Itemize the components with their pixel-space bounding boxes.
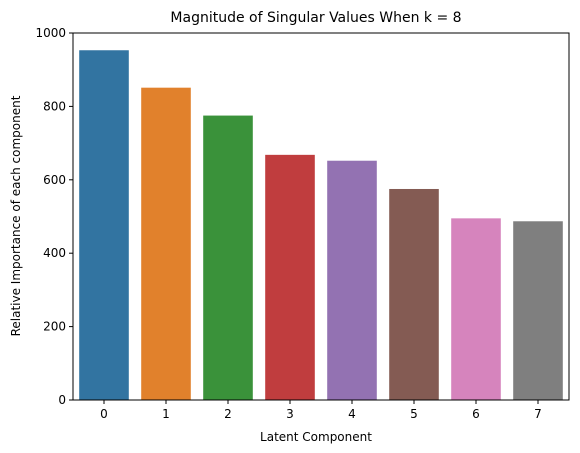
bar-4: [327, 161, 377, 400]
chart-title: Magnitude of Singular Values When k = 8: [170, 10, 461, 26]
y-axis-label: Relative Importance of each component: [9, 95, 23, 336]
x-tick-label: 2: [224, 407, 232, 421]
bars-group: [79, 50, 563, 400]
bar-3: [265, 155, 315, 400]
x-tick-label: 7: [534, 407, 542, 421]
bar-6: [451, 218, 501, 400]
bar-7: [513, 221, 563, 400]
y-tick-label: 1000: [35, 26, 66, 40]
x-tick-label: 6: [472, 407, 480, 421]
bar-1: [141, 88, 191, 400]
bar-2: [203, 116, 253, 400]
bar-5: [389, 189, 439, 400]
y-axis: 0 200 400 600 800 1000: [35, 26, 73, 407]
x-axis: 0 1 2 3 4 5 6 7: [100, 400, 542, 421]
x-tick-label: 3: [286, 407, 294, 421]
bar-0: [79, 50, 129, 400]
y-tick-label: 400: [43, 246, 66, 260]
x-axis-label: Latent Component: [260, 430, 372, 444]
y-tick-label: 800: [43, 99, 66, 113]
y-tick-label: 200: [43, 320, 66, 334]
x-tick-label: 0: [100, 407, 108, 421]
y-tick-label: 600: [43, 173, 66, 187]
y-tick-label: 0: [58, 393, 66, 407]
x-tick-label: 5: [410, 407, 418, 421]
x-tick-label: 4: [348, 407, 356, 421]
x-tick-label: 1: [162, 407, 170, 421]
